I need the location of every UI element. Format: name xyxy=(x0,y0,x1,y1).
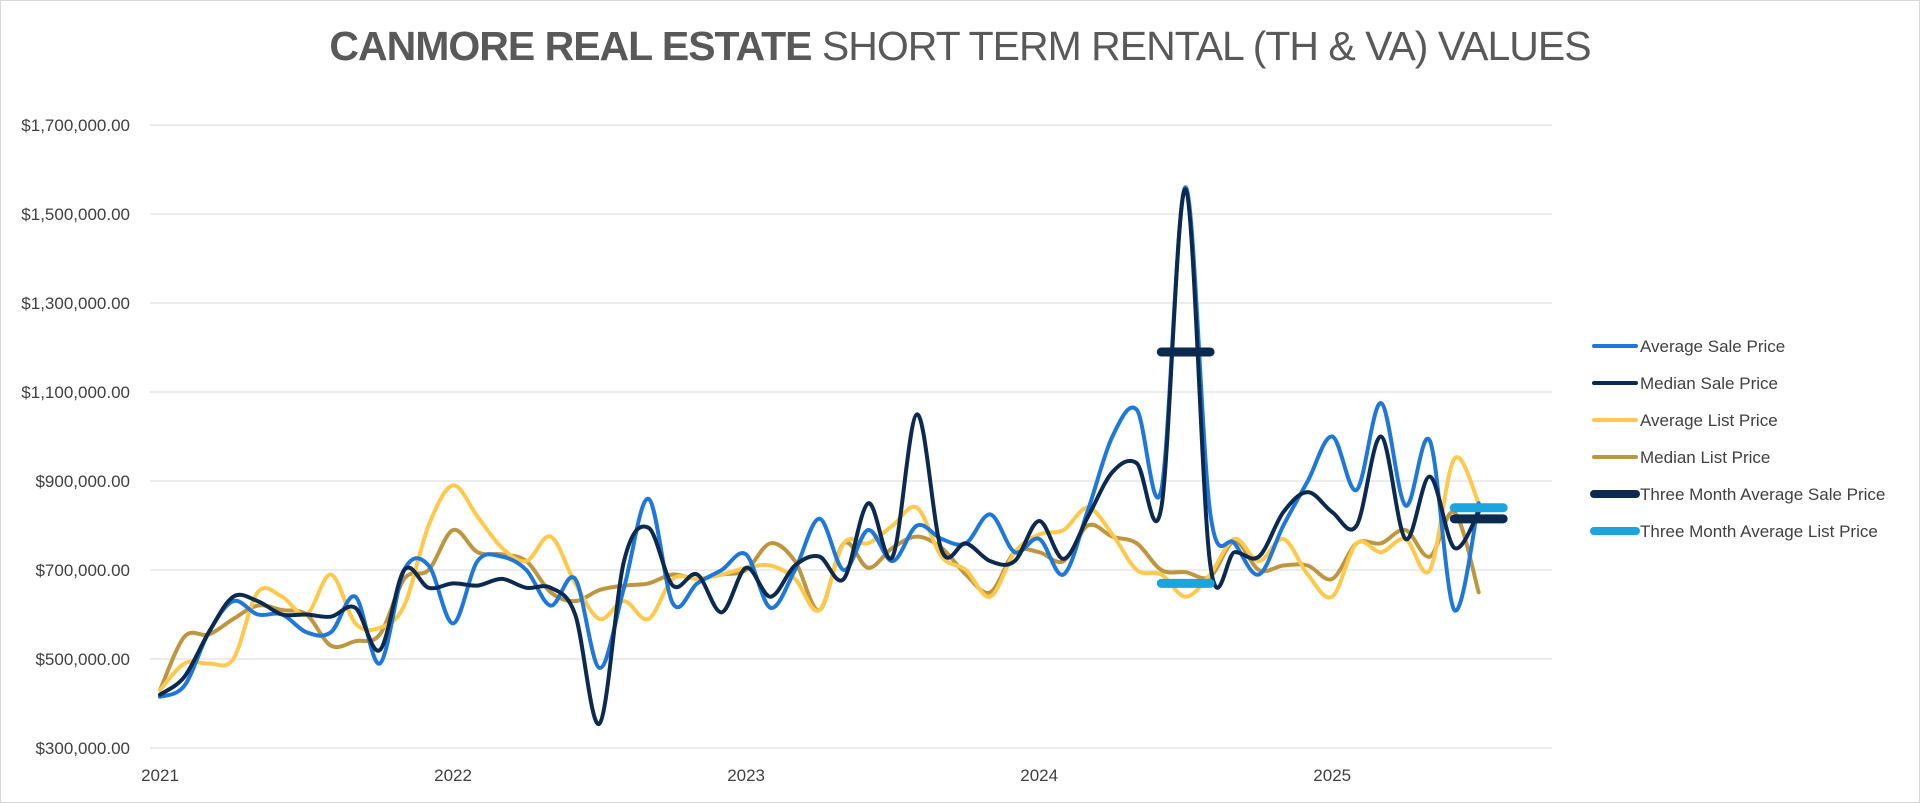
x-axis-tick-labels: 2021 2022 2023 2024 2025 xyxy=(141,766,1351,785)
chart-title: CANMORE REAL ESTATE SHORT TERM RENTAL (T… xyxy=(1,23,1919,70)
legend-label-three-month-average-list-price: Three Month Average List Price xyxy=(1640,522,1878,541)
y-tick-label: $1,500,000.00 xyxy=(21,205,130,224)
x-tick-label: 2025 xyxy=(1313,766,1351,785)
y-tick-label: $900,000.00 xyxy=(35,472,130,491)
y-tick-label: $300,000.00 xyxy=(35,739,130,758)
x-tick-label: 2022 xyxy=(434,766,472,785)
chart-title-bold: CANMORE REAL ESTATE xyxy=(329,23,812,69)
legend-label-median-sale-price: Median Sale Price xyxy=(1640,374,1778,393)
legend: Average Sale Price Median Sale Price Avera… xyxy=(1590,337,1885,541)
chart-title-regular: SHORT TERM RENTAL (TH & VA) VALUES xyxy=(821,23,1592,69)
legend-label-average-list-price: Average List Price xyxy=(1640,411,1778,430)
y-tick-label: $500,000.00 xyxy=(35,650,130,669)
legend-label-median-list-price: Median List Price xyxy=(1640,448,1770,467)
legend-label-three-month-average-sale-price: Three Month Average Sale Price xyxy=(1640,485,1885,504)
grid-lines xyxy=(150,124,1552,749)
series-line-median-sale-price xyxy=(158,187,1481,726)
y-tick-label: $700,000.00 xyxy=(35,561,130,580)
series-lines xyxy=(158,185,1508,726)
series-line-average-sale-price xyxy=(158,185,1481,699)
x-tick-label: 2023 xyxy=(727,766,765,785)
legend-label-average-sale-price: Average Sale Price xyxy=(1640,337,1785,356)
x-tick-label: 2024 xyxy=(1020,766,1058,785)
x-tick-label: 2021 xyxy=(141,766,179,785)
y-tick-label: $1,100,000.00 xyxy=(21,383,130,402)
y-tick-label: $1,300,000.00 xyxy=(21,294,130,313)
y-tick-label: $1,700,000.00 xyxy=(21,116,130,135)
series-line-average-list-price xyxy=(158,455,1481,693)
y-axis-tick-labels: $300,000.00 $500,000.00 $700,000.00 $900,00… xyxy=(21,116,130,758)
